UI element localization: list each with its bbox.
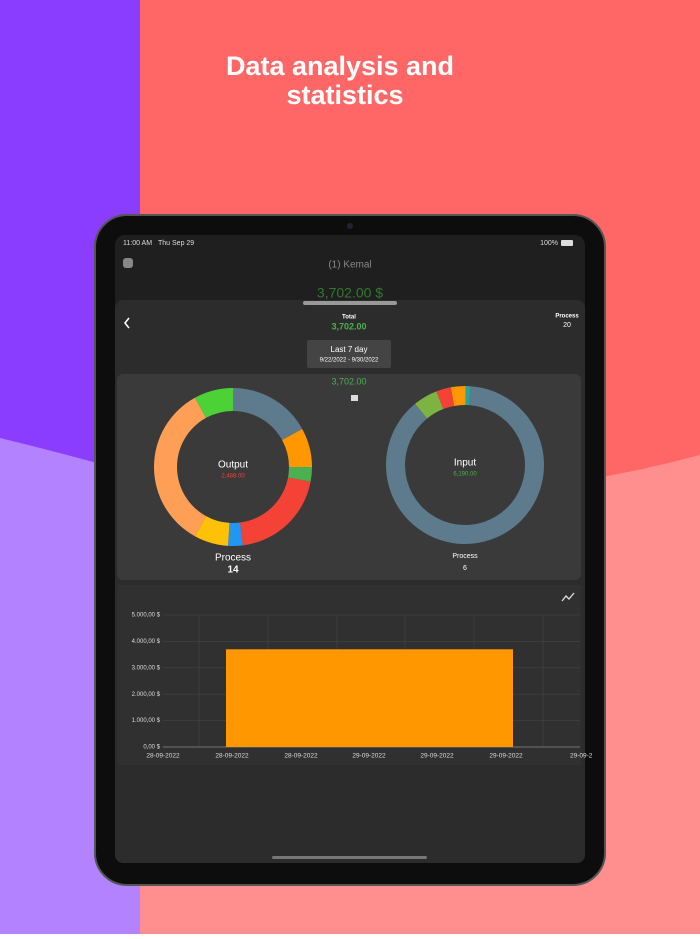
period-button[interactable]: [307, 340, 391, 368]
donut-segment: [450, 385, 466, 406]
total-value: 3,702.00: [331, 321, 366, 331]
process-label: Process: [555, 314, 579, 320]
back-button[interactable]: [123, 317, 130, 329]
donut-segment: [194, 516, 230, 546]
grabber[interactable]: [303, 301, 397, 305]
donut-amount: 6,190.00: [453, 472, 477, 478]
date-range[interactable]: 9/22/2022 - 9/30/2022: [320, 358, 379, 364]
y-tick-label: 2.000,00 $: [132, 692, 161, 698]
x-tick-label: 28-09-2022: [284, 753, 318, 760]
donut-segment: [415, 391, 444, 419]
y-tick-label: 4.000,00 $: [132, 639, 161, 645]
account-name[interactable]: (1) Kemal: [328, 260, 371, 271]
x-tick-label: 29-09-2022: [489, 753, 523, 760]
process-count: 6: [463, 565, 467, 572]
process-label: Process: [452, 553, 478, 560]
donut-segment: [282, 428, 312, 467]
process-count: 20: [563, 322, 571, 329]
status-battery: 100%: [540, 240, 558, 247]
donut-segment: [228, 522, 243, 546]
headline: statistics: [286, 80, 403, 110]
balance: 3,702.00 $: [317, 285, 383, 301]
camera: [347, 223, 353, 229]
y-tick-label: 5.000,00 $: [132, 613, 161, 619]
chart-toggle[interactable]: [561, 592, 575, 602]
x-tick-label: 29-09-2022: [420, 753, 454, 760]
process-label: Process: [215, 553, 251, 564]
donut-title: Input: [454, 458, 476, 469]
net-value: 3,702.00: [331, 376, 366, 386]
period[interactable]: Last 7 day: [331, 345, 368, 354]
donut-segment: [465, 386, 471, 406]
battery-icon: [561, 240, 573, 246]
status-date: Thu Sep 29: [158, 240, 194, 247]
donut-segment: [288, 467, 312, 482]
process-count: 14: [227, 565, 239, 576]
home-indicator: [272, 856, 427, 859]
total-label: Total: [342, 315, 356, 321]
donut-segment: [436, 387, 455, 410]
y-tick-label: 3.000,00 $: [132, 665, 161, 671]
print-icon[interactable]: [351, 395, 358, 401]
donut-segment: [240, 477, 311, 546]
donut-amount: 2,488.00: [221, 474, 245, 480]
status-time: 11:00 AM: [123, 240, 152, 247]
x-tick-label: 28-09-2022: [215, 753, 249, 760]
y-tick-label: 1.000,00 $: [132, 718, 161, 724]
settings-icon[interactable]: [123, 258, 133, 268]
y-tick-label: 0,00 $: [143, 745, 160, 751]
donut-segment: [153, 397, 207, 537]
x-tick-label: 29-09-2022: [352, 753, 386, 760]
donut-title: Output: [218, 460, 248, 471]
donut-segment: [233, 388, 303, 441]
bar: [226, 649, 513, 747]
x-tick-label: 29-09-2: [570, 753, 593, 760]
x-tick-label: 28-09-2022: [146, 753, 180, 760]
donut-segment: [194, 388, 233, 418]
headline: Data analysis and: [226, 51, 454, 81]
